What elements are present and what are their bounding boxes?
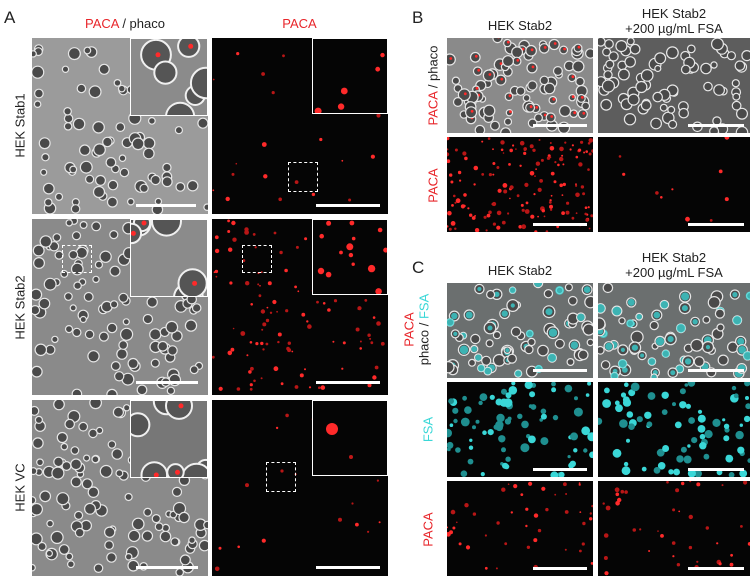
zoom-inset xyxy=(312,400,388,476)
panel-c-row-label-fsa: FSA xyxy=(420,416,436,443)
panel-b-row-label-merge: PACA / phaco xyxy=(425,45,441,126)
panel-c-header-stab2: HEK Stab2 xyxy=(487,263,553,278)
micrograph-stab2-phaco xyxy=(32,219,208,395)
roi-box xyxy=(62,245,92,273)
micrograph-vc-phaco xyxy=(32,400,208,576)
panel-letter-a: A xyxy=(4,8,16,27)
panel-c-row-label-paca-top: PACA xyxy=(401,312,417,347)
zoom-inset xyxy=(312,219,388,295)
micrograph-stab1-paca xyxy=(212,38,388,214)
micrograph-b-stab2-paca xyxy=(447,137,593,232)
scale-bar xyxy=(533,468,587,471)
header-phaco-label: / phaco xyxy=(118,16,165,31)
roi-box xyxy=(266,462,296,492)
scale-bar xyxy=(688,124,744,127)
zoom-inset xyxy=(130,400,208,478)
row-label-hek-stab1: HEK Stab1 xyxy=(12,93,28,158)
micrograph-b-fsa-phaco xyxy=(598,38,750,133)
scale-bar xyxy=(316,381,380,384)
panel-letter-c: C xyxy=(412,258,425,277)
micrograph-c-fsa-paca xyxy=(598,481,750,576)
scale-bar xyxy=(136,204,196,207)
roi-box xyxy=(288,162,318,192)
panel-c-row-label-paca: PACA xyxy=(420,512,436,547)
micrograph-c-stab2-merge xyxy=(447,283,593,378)
zoom-inset xyxy=(312,38,388,114)
panel-b-header-fsa: HEK Stab2 +200 µg/mL FSA xyxy=(625,6,723,36)
micrograph-stab2-paca xyxy=(212,219,388,395)
micrograph-c-stab2-fsa xyxy=(447,382,593,477)
panel-a-header-merge: PACA / phaco xyxy=(40,16,210,31)
micrograph-stab1-phaco xyxy=(32,38,208,214)
row-label-hek-stab2: HEK Stab2 xyxy=(12,275,28,340)
scale-bar xyxy=(533,369,587,372)
scale-bar xyxy=(688,223,744,226)
micrograph-c-fsa-merge xyxy=(598,283,750,378)
panel-letter-b: B xyxy=(412,8,424,27)
micrograph-vc-paca xyxy=(212,400,388,576)
scale-bar xyxy=(316,566,380,569)
panel-b-header-stab2: HEK Stab2 xyxy=(487,18,553,33)
header-paca-label: PACA xyxy=(282,16,317,31)
header-paca-label: PACA xyxy=(85,16,119,31)
panel-b-row-label-paca: PACA xyxy=(425,168,441,203)
panel-a-header-paca: PACA xyxy=(212,16,387,31)
micrograph-c-fsa-fsa xyxy=(598,382,750,477)
scale-bar xyxy=(533,223,587,226)
scale-bar xyxy=(316,204,380,207)
zoom-inset xyxy=(130,219,208,297)
scale-bar xyxy=(136,566,198,569)
scale-bar xyxy=(136,381,198,384)
zoom-inset xyxy=(130,38,208,116)
scale-bar xyxy=(533,124,587,127)
scale-bar xyxy=(688,567,744,570)
panel-c-header-fsa: HEK Stab2 +200 µg/mL FSA xyxy=(625,250,723,280)
micrograph-c-stab2-paca xyxy=(447,481,593,576)
scale-bar xyxy=(688,369,744,372)
panel-c-row-label-phaco-fsa: phaco / FSA xyxy=(416,293,432,366)
roi-box xyxy=(242,245,272,273)
row-label-hek-vc: HEK VC xyxy=(12,463,28,512)
scale-bar xyxy=(533,567,587,570)
scale-bar xyxy=(688,468,744,471)
micrograph-b-stab2-phaco xyxy=(447,38,593,133)
micrograph-b-fsa-paca xyxy=(598,137,750,232)
